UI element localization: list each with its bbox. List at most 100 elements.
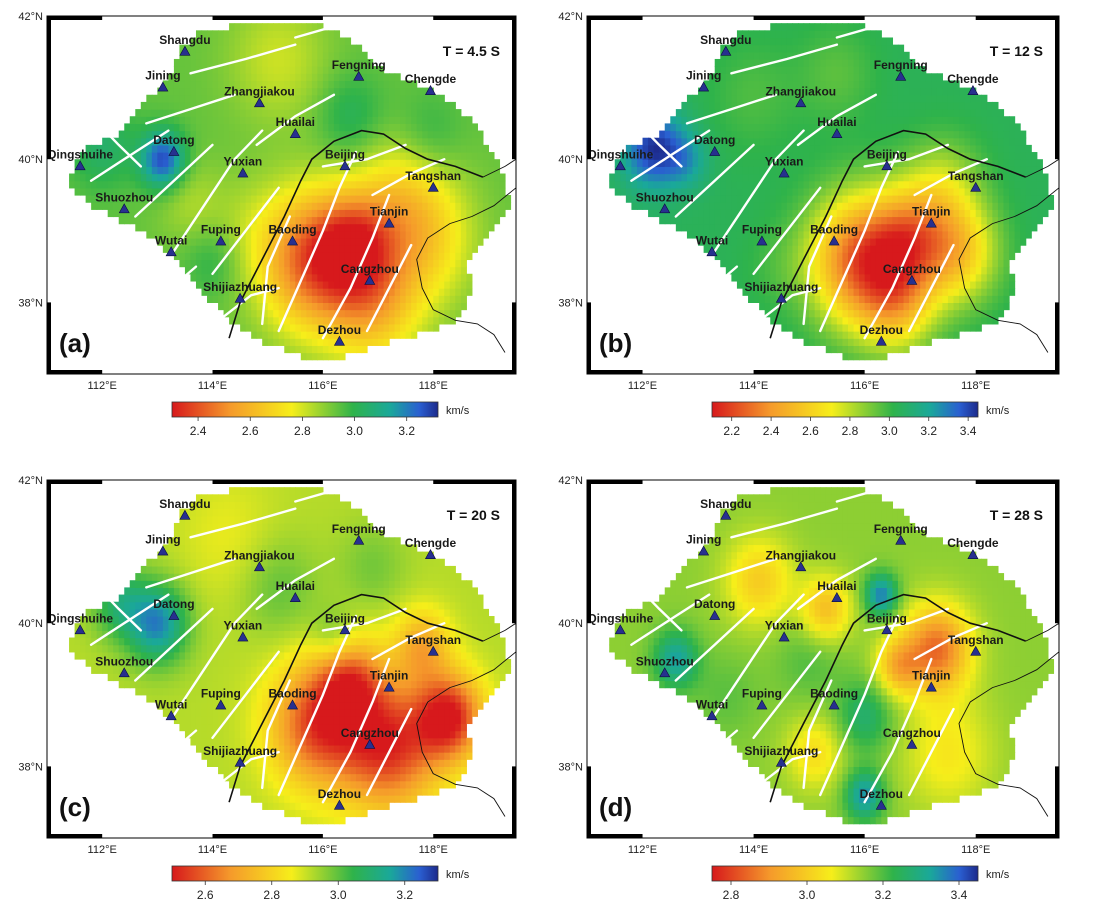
- velocity-cell: [781, 280, 788, 289]
- velocity-cell: [96, 180, 103, 189]
- velocity-cell: [367, 195, 374, 203]
- velocity-cell: [981, 123, 988, 132]
- velocity-cell: [970, 130, 977, 139]
- velocity-cell: [184, 44, 192, 53]
- velocity-cell: [195, 237, 203, 246]
- velocity-cell: [383, 202, 390, 210]
- velocity-cell: [322, 101, 329, 110]
- velocity-cell: [438, 223, 445, 232]
- velocity-cell: [278, 295, 285, 303]
- velocity-cell: [775, 73, 782, 82]
- velocity-cell: [284, 137, 291, 146]
- velocity-cell: [273, 216, 280, 225]
- velocity-cell: [892, 94, 899, 103]
- velocity-cell: [775, 144, 782, 153]
- velocity-cell: [378, 195, 385, 203]
- velocity-cell: [289, 302, 296, 311]
- velocity-cell: [931, 316, 938, 325]
- velocity-cell: [184, 173, 192, 182]
- velocity-cell: [245, 173, 252, 182]
- velocity-cell: [781, 30, 788, 39]
- velocity-cell: [825, 338, 832, 346]
- velocity-cell: [361, 187, 368, 196]
- velocity-cell: [140, 209, 147, 218]
- velocity-cell: [770, 23, 777, 31]
- velocity-cell: [449, 266, 456, 275]
- velocity-cell: [1020, 159, 1027, 167]
- velocity-cell: [295, 216, 302, 225]
- velocity-cell: [770, 295, 777, 303]
- velocity-cell: [218, 37, 225, 46]
- velocity-cell: [372, 273, 379, 282]
- velocity-cell: [438, 302, 445, 311]
- velocity-cell: [416, 94, 423, 103]
- velocity-cell: [444, 302, 451, 311]
- velocity-cell: [742, 116, 749, 124]
- velocity-cell: [504, 202, 512, 210]
- velocity-cell: [267, 338, 274, 346]
- velocity-cell: [731, 116, 738, 124]
- velocity-cell: [864, 116, 871, 124]
- velocity-cell: [355, 288, 363, 296]
- velocity-cell: [262, 180, 269, 189]
- velocity-cell: [742, 37, 749, 46]
- fault-line: [685, 93, 777, 125]
- velocity-cell: [482, 209, 490, 218]
- velocity-cell: [207, 73, 214, 82]
- velocity-cell: [201, 230, 208, 239]
- velocity-cell: [129, 209, 136, 218]
- velocity-cell: [383, 166, 390, 175]
- velocity-cell: [284, 202, 291, 210]
- velocity-cell: [914, 66, 921, 74]
- velocity-cell: [251, 187, 258, 196]
- velocity-cell: [74, 159, 81, 167]
- velocity-cell: [322, 237, 329, 246]
- velocity-cell: [212, 137, 219, 146]
- velocity-cell: [798, 44, 805, 53]
- velocity-cell: [720, 259, 727, 268]
- velocity-cell: [251, 123, 258, 132]
- velocity-cell: [803, 152, 810, 160]
- velocity-cell: [146, 173, 153, 182]
- velocity-cell: [931, 195, 938, 203]
- velocity-cell: [427, 159, 434, 167]
- velocity-cell: [792, 116, 799, 124]
- velocity-cell: [720, 109, 727, 117]
- velocity-cell: [720, 252, 727, 261]
- velocity-cell: [903, 309, 910, 318]
- velocity-cell: [1003, 159, 1010, 167]
- velocity-cell: [218, 288, 225, 296]
- velocity-cell: [466, 144, 473, 153]
- velocity-cell: [278, 187, 285, 196]
- velocity-cell: [781, 152, 788, 160]
- velocity-cell: [886, 152, 894, 160]
- velocity-cell: [859, 58, 866, 67]
- velocity-cell: [350, 202, 357, 210]
- velocity-cell: [786, 273, 794, 282]
- velocity-cell: [814, 80, 821, 89]
- velocity-cell: [140, 152, 147, 160]
- velocity-cell: [212, 44, 219, 53]
- velocity-cell: [742, 80, 749, 89]
- velocity-cell: [300, 173, 307, 182]
- velocity-cell: [449, 280, 456, 289]
- velocity-cell: [218, 101, 225, 110]
- velocity-cell: [742, 209, 749, 218]
- velocity-cell: [267, 187, 274, 196]
- velocity-cell: [648, 173, 655, 182]
- velocity-cell: [936, 288, 943, 296]
- velocity-cell: [256, 230, 263, 239]
- velocity-cell: [273, 80, 280, 89]
- velocity-cell: [914, 323, 921, 332]
- velocity-cell: [997, 130, 1005, 139]
- velocity-cell: [836, 316, 844, 325]
- velocity-cell: [229, 23, 236, 31]
- velocity-cell: [642, 159, 649, 167]
- velocity-cell: [675, 223, 682, 232]
- velocity-cell: [886, 295, 894, 303]
- velocity-cell: [173, 73, 181, 82]
- velocity-cell: [218, 252, 225, 261]
- velocity-cell: [842, 195, 849, 203]
- velocity-cell: [300, 44, 307, 53]
- velocity-cell: [964, 130, 971, 139]
